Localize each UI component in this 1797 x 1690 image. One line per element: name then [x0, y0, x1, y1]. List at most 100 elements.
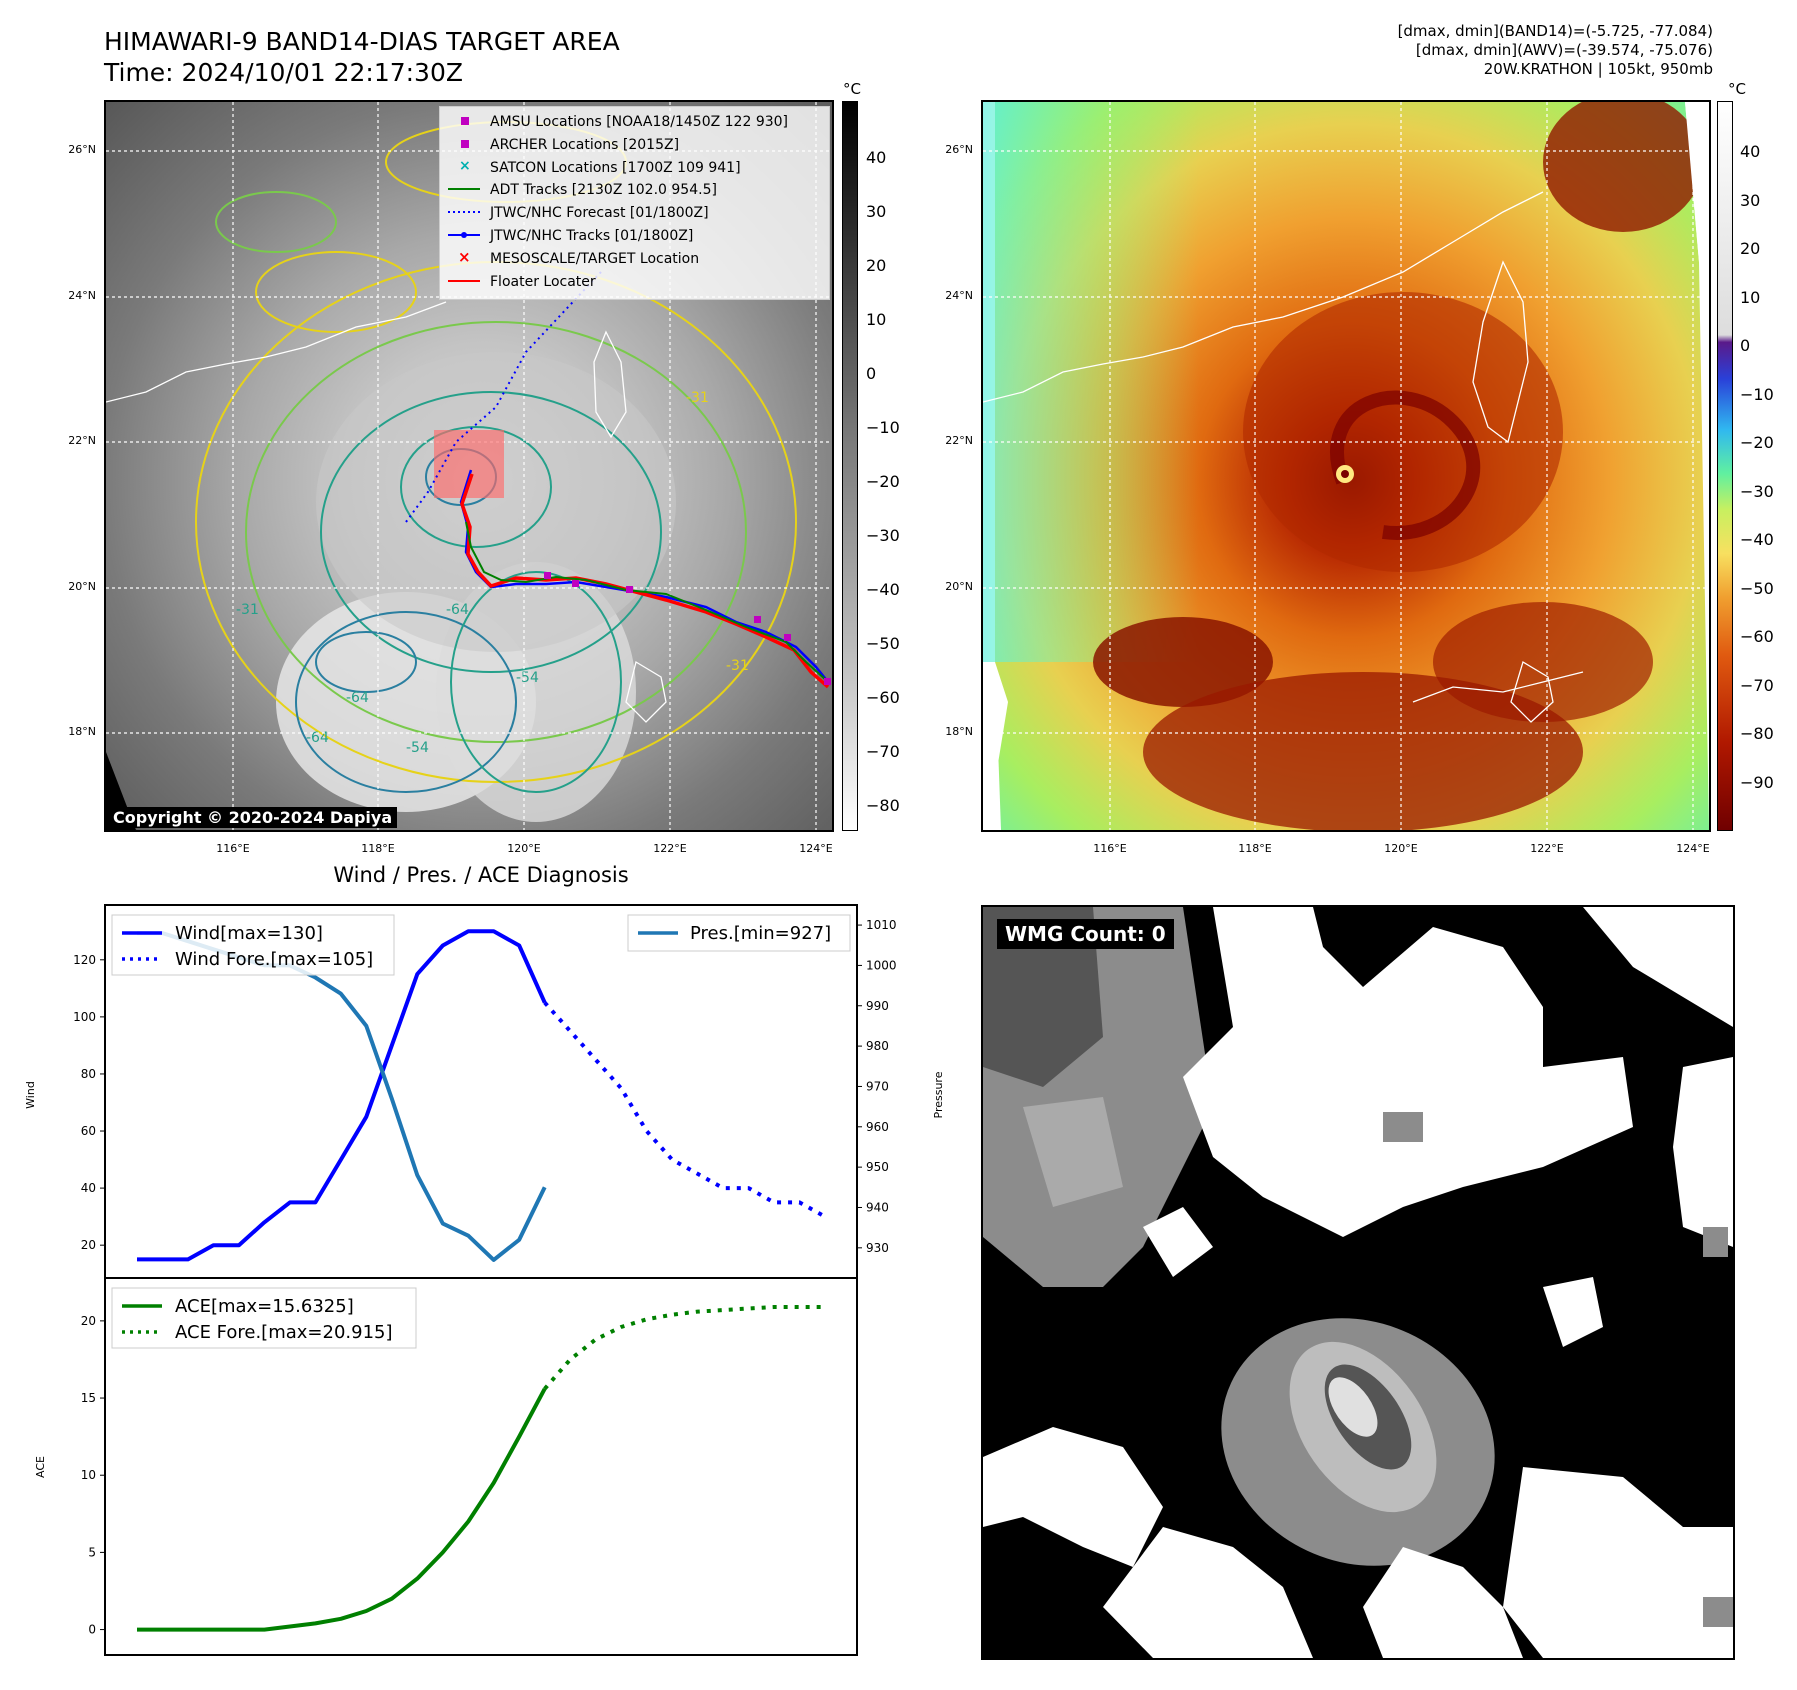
ace-tick-label: 10	[81, 1468, 96, 1482]
wmg-imagery	[983, 907, 1733, 1658]
ytick-label: 22°N	[68, 434, 96, 447]
cbar-tick: −20	[1740, 433, 1774, 452]
ace-legend: ACE[max=15.6325] ACE Fore.[max=20.915]	[111, 1287, 417, 1349]
svg-text:×: ×	[459, 158, 471, 174]
ytick-label: 26°N	[68, 143, 96, 156]
legend-label: JTWC/NHC Forecast [01/1800Z]	[489, 205, 709, 221]
wind-tick-label: 120	[73, 953, 96, 967]
pressure-axis-label: Pressure	[932, 1071, 945, 1118]
awv-colorbar-ticks: 40 30 20 10 0 −10 −20 −30 −40 −50 −60 −7…	[1740, 142, 1774, 792]
cbar-tick: −60	[866, 688, 900, 707]
contour-label: -31	[686, 390, 709, 406]
ytick-label: 24°N	[68, 289, 96, 302]
ace-tick-label: 20	[81, 1314, 96, 1328]
cbar-tick: −50	[866, 634, 900, 653]
wmg-count-label: WMG Count: 0	[997, 919, 1174, 949]
page-title: HIMAWARI-9 BAND14-DIAS TARGET AREA Time:…	[104, 26, 620, 88]
pressure-legend: Pres.[min=927]	[627, 914, 851, 952]
cbar-tick: 30	[866, 202, 886, 221]
series-line	[137, 931, 547, 1262]
ir-colorbar-ticks: 40 30 20 10 0 −10 −20 −30 −40 −50 −60 −7…	[866, 148, 900, 815]
info-block: [dmax, dmin](BAND14)=(-5.725, -77.084) […	[1398, 22, 1713, 79]
info-line-1: [dmax, dmin](BAND14)=(-5.725, -77.084)	[1397, 22, 1713, 40]
cbar-tick: 10	[866, 310, 886, 329]
xtick-label: 116°E	[216, 842, 249, 855]
contour-label: -64	[346, 690, 369, 706]
wind-legend: Wind[max=130] Wind Fore.[max=105]	[111, 914, 395, 976]
cbar-tick: −10	[866, 418, 900, 437]
wind-tick-label: 100	[73, 1010, 96, 1024]
xtick-label: 120°E	[1384, 842, 1417, 855]
cbar-tick: −40	[1740, 530, 1774, 549]
title-line: HIMAWARI-9 BAND14-DIAS TARGET AREA	[104, 27, 620, 56]
legend-label: Pres.[min=927]	[690, 923, 831, 944]
xtick-label: 116°E	[1093, 842, 1126, 855]
pressure-tick-label: 980	[866, 1039, 889, 1053]
wind-tick-label: 80	[81, 1067, 96, 1081]
ir-map-xaxis: 116°E 118°E 120°E 122°E 124°E	[216, 842, 832, 855]
contour-label: -64	[306, 730, 329, 746]
cbar-tick: −90	[1740, 773, 1774, 792]
pressure-tick-label: 970	[866, 1079, 889, 1093]
awv-map-imagery	[983, 102, 1709, 830]
ir-legend-swatches: × × AMSU Locations [NOAA18/1450Z 122 930…	[448, 114, 788, 290]
series-line	[137, 929, 547, 1262]
cbar-tick: 20	[1740, 239, 1760, 258]
awv-map-grid	[983, 102, 1709, 830]
pressure-tick-label: 960	[866, 1120, 889, 1134]
ir-map-panel: -31 -64 -54 -64 -54 -64 -31 -31	[104, 100, 834, 832]
xtick-label: 118°E	[361, 842, 394, 855]
copyright-label: Copyright © 2020-2024 Dapiya	[108, 807, 398, 828]
legend-label: JTWC/NHC Tracks [01/1800Z]	[489, 228, 693, 244]
time-line: Time: 2024/10/01 22:17:30Z	[104, 58, 463, 87]
cbar-tick: −60	[1740, 627, 1774, 646]
wind-tick-label: 20	[81, 1238, 96, 1252]
pressure-tick-label: 930	[866, 1241, 889, 1255]
cbar-tick: 30	[1740, 191, 1760, 210]
awv-map-xaxis: 116°E 118°E 120°E 122°E 124°E	[1093, 842, 1709, 855]
ace-axis-label: ACE	[34, 1456, 47, 1478]
wmg-panel: WMG Count: 0	[981, 905, 1735, 1660]
amsu-markers	[544, 572, 831, 685]
ytick-label: 22°N	[945, 434, 973, 447]
forecast-track	[405, 271, 602, 523]
cbar-tick: −20	[866, 472, 900, 491]
cbar-tick: 40	[1740, 142, 1760, 161]
xtick-label: 122°E	[653, 842, 686, 855]
ace-tick-label: 15	[81, 1391, 96, 1405]
ir-map-legend: × × AMSU Locations [NOAA18/1450Z 122 930…	[439, 106, 830, 300]
contour-label: -31	[236, 602, 259, 618]
awv-map-yaxis: 26°N 24°N 22°N 20°N 18°N	[945, 143, 973, 738]
cbar-tick: 0	[866, 364, 876, 383]
best-track	[459, 469, 829, 683]
ace-panel-frame	[104, 1277, 858, 1656]
cbar-tick: −40	[866, 580, 900, 599]
cbar-tick: −80	[1740, 724, 1774, 743]
ytick-label: 20°N	[945, 580, 973, 593]
adt-track	[465, 521, 827, 681]
legend-label: ACE[max=15.6325]	[175, 1296, 354, 1317]
ytick-label: 18°N	[68, 725, 96, 738]
cbar-tick: 10	[1740, 288, 1760, 307]
svg-text:×: ×	[458, 248, 471, 266]
contour-label: -54	[516, 670, 539, 686]
awv-map-panel	[981, 100, 1711, 832]
awv-colorbar	[1717, 101, 1733, 831]
cbar-tick: −30	[866, 526, 900, 545]
xtick-label: 124°E	[1676, 842, 1709, 855]
cbar-tick: −50	[1740, 579, 1774, 598]
legend-label: SATCON Locations [1700Z 109 941]	[490, 160, 741, 176]
legend-label: AMSU Locations [NOAA18/1450Z 122 930]	[490, 114, 788, 130]
ace-tick-label: 0	[88, 1623, 96, 1637]
cbar-tick: −70	[866, 742, 900, 761]
cbar-tick: −80	[866, 796, 900, 815]
ir-map-yaxis: 26°N 24°N 22°N 20°N 18°N	[68, 143, 96, 738]
diagnosis-title: Wind / Pres. / ACE Diagnosis	[333, 863, 629, 887]
cbar-tick: 20	[866, 256, 886, 275]
legend-label: ACE Fore.[max=20.915]	[175, 1322, 393, 1343]
legend-label: Wind[max=130]	[175, 923, 323, 944]
wind-tick-label: 40	[81, 1181, 96, 1195]
pressure-tick-label: 940	[866, 1200, 889, 1214]
info-line-2: [dmax, dmin](AWV)=(-39.574, -75.076)	[1415, 41, 1713, 59]
